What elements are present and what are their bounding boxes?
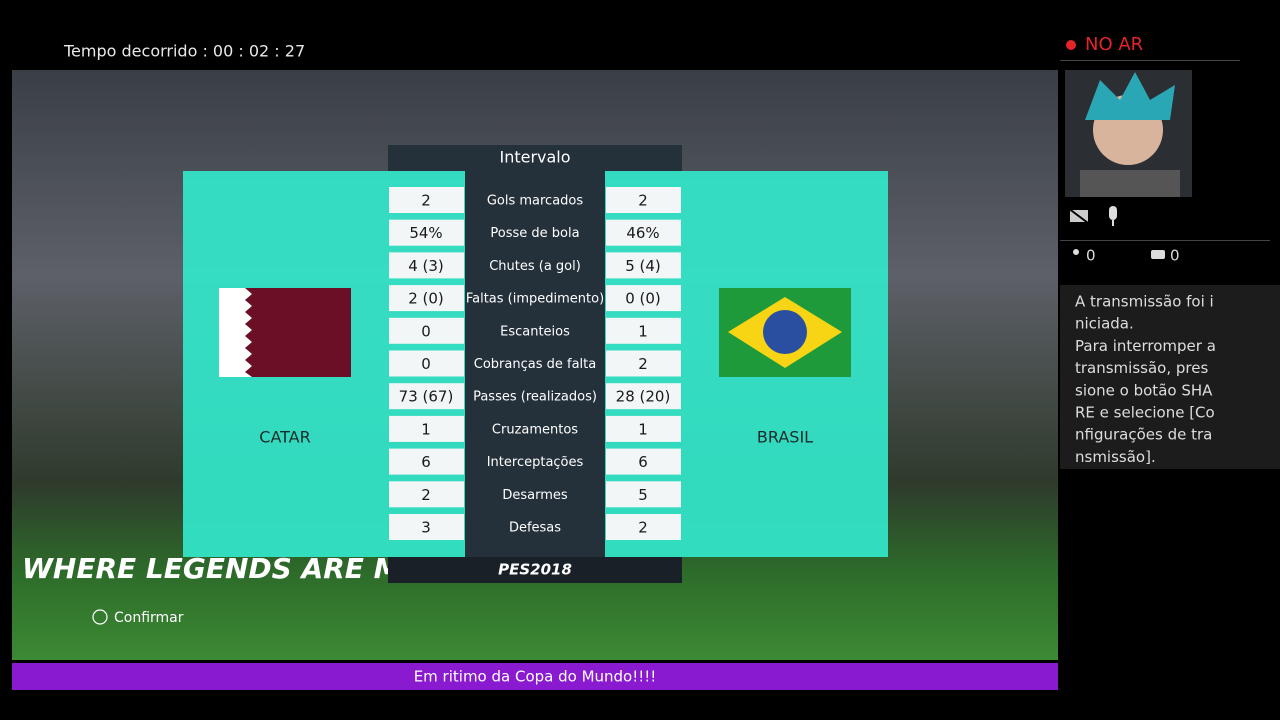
cell [606, 252, 681, 279]
stats-rows: 2 Gols marcados 2 54% Posse de bola 46% 4 (3) C… [389, 187, 681, 540]
stat-label: Chutes (a gol) [489, 259, 581, 274]
cell [389, 252, 464, 279]
live-label: NO AR [1085, 34, 1143, 55]
cell [389, 285, 464, 312]
left-value: 0 [421, 322, 431, 340]
message: A transmissão foi i niciada. Para interrom… [1075, 293, 1216, 466]
qatar-flag [219, 288, 351, 377]
left-value: 4 (3) [408, 257, 444, 275]
cell [389, 383, 464, 410]
cell [606, 187, 681, 213]
cell [606, 219, 681, 246]
cell [606, 350, 681, 377]
stat-label: Gols marcados [487, 194, 584, 209]
right-value: 2 [638, 192, 648, 210]
stat-label: Posse de bola [490, 226, 579, 241]
message-line: niciada. [1075, 315, 1134, 333]
cell [389, 448, 464, 475]
message-line: A transmissão foi i [1075, 293, 1214, 311]
left-value: 2 [421, 192, 431, 210]
title-bar [388, 145, 682, 171]
brazil-flag [719, 288, 851, 377]
cell [606, 317, 681, 344]
right-value: 5 (4) [625, 257, 661, 275]
right-value: 28 (20) [616, 388, 671, 406]
mic-icon[interactable] [1109, 206, 1117, 226]
cell [389, 187, 464, 213]
left-value: 1 [421, 420, 431, 438]
cell [389, 317, 464, 344]
viewer-icon [1073, 249, 1079, 255]
message-line: Para interromper a [1075, 337, 1216, 355]
right-value: 1 [638, 322, 648, 340]
comment-count: 0 [1170, 247, 1180, 265]
comment-icon [1151, 250, 1165, 259]
right-value: 5 [638, 486, 648, 504]
left-value: 6 [421, 453, 431, 471]
cell [606, 448, 681, 475]
stat-label: Defesas [509, 521, 561, 536]
cell [389, 219, 464, 246]
divider [1060, 240, 1270, 241]
left-value: 3 [421, 519, 431, 537]
message-line: sione o botão SHA [1075, 381, 1213, 399]
viewer-count: 0 [1086, 247, 1096, 265]
stat-label: Desarmes [502, 488, 568, 503]
cell [389, 415, 464, 442]
stat-label: Escanteios [500, 324, 570, 339]
team-right: BRASIL [757, 428, 813, 447]
right-value: 2 [638, 519, 648, 537]
right-value: 2 [638, 355, 648, 373]
cell [606, 285, 681, 312]
stat-label: Cruzamentos [492, 422, 578, 437]
logo: PES2018 [498, 561, 572, 579]
stat-label: Faltas (impedimento) [466, 292, 604, 307]
caption: Em ritimo da Copa do Mundo!!!! [414, 668, 657, 686]
right-value: 46% [626, 224, 659, 242]
message-line: transmissão, pres [1075, 359, 1208, 377]
elapsed-time: Tempo decorrido : 00 : 02 : 27 [63, 42, 305, 61]
cell [606, 383, 681, 410]
message-line: RE e selecione [Co [1075, 404, 1215, 422]
caption-bar [12, 663, 1058, 690]
stat-label: Interceptações [487, 455, 584, 470]
left-value: 54% [409, 224, 442, 242]
left-value: 0 [421, 355, 431, 373]
stat-label: Passes (realizados) [473, 390, 597, 405]
message-line: nsmissão]. [1075, 448, 1156, 466]
divider [1060, 60, 1240, 61]
cell [606, 415, 681, 442]
left-value: 2 (0) [408, 290, 444, 308]
cell [606, 481, 681, 508]
right-value: 0 (0) [625, 290, 661, 308]
message-box [1060, 285, 1280, 469]
right-value: 1 [638, 420, 648, 438]
left-value: 73 (67) [399, 388, 454, 406]
confirm-hint[interactable]: Confirmar [114, 610, 184, 626]
camera-icon[interactable] [1067, 207, 1093, 227]
logo-bar [388, 557, 682, 583]
avatar [1065, 70, 1192, 197]
live-dot [1066, 40, 1076, 50]
message-line: nfigurações de tra [1075, 426, 1212, 444]
team-left: CATAR [259, 428, 310, 447]
cell [389, 350, 464, 377]
confirm-icon [92, 609, 108, 625]
left-value: 2 [421, 486, 431, 504]
label-column [465, 171, 605, 557]
stat-label: Cobranças de falta [474, 357, 596, 372]
panel-title: Intervalo [499, 148, 570, 167]
right-value: 6 [638, 453, 648, 471]
cell [389, 514, 464, 540]
cell [606, 514, 681, 540]
cell [389, 481, 464, 508]
